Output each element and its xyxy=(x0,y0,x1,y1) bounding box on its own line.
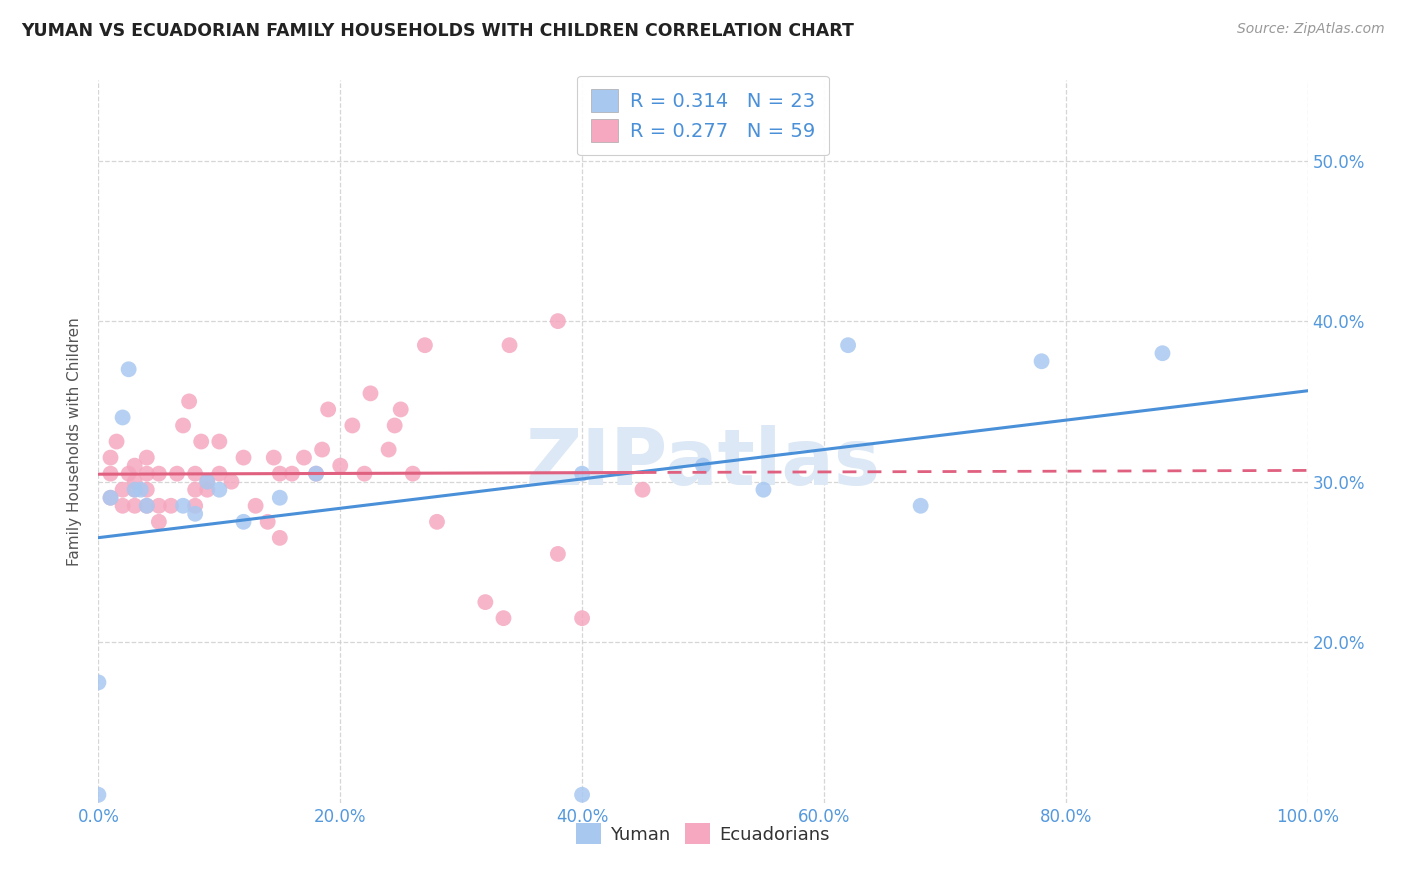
Point xyxy=(100,467,122,481)
Point xyxy=(342,418,364,433)
Point xyxy=(172,418,194,433)
Point xyxy=(148,467,170,481)
Point xyxy=(571,467,593,481)
Point xyxy=(384,418,406,433)
Point xyxy=(692,458,714,473)
Point xyxy=(269,531,291,545)
Point xyxy=(256,515,278,529)
Point xyxy=(100,491,122,505)
Point xyxy=(281,467,304,481)
Point xyxy=(100,450,122,465)
Point xyxy=(269,491,291,505)
Point xyxy=(474,595,496,609)
Point xyxy=(124,483,146,497)
Point xyxy=(292,450,315,465)
Point xyxy=(135,450,157,465)
Point xyxy=(111,410,134,425)
Point xyxy=(160,499,183,513)
Point xyxy=(184,507,207,521)
Point xyxy=(184,467,207,481)
Point xyxy=(571,788,593,802)
Point xyxy=(195,475,218,489)
Y-axis label: Family Households with Children: Family Households with Children xyxy=(67,318,83,566)
Point xyxy=(245,499,267,513)
Point xyxy=(190,434,212,449)
Point xyxy=(87,675,110,690)
Text: ZIPatlas: ZIPatlas xyxy=(526,425,880,501)
Point xyxy=(166,467,188,481)
Point xyxy=(389,402,412,417)
Point xyxy=(184,499,207,513)
Point xyxy=(208,434,231,449)
Point xyxy=(492,611,515,625)
Point xyxy=(311,442,333,457)
Point xyxy=(105,434,128,449)
Point xyxy=(377,442,399,457)
Point xyxy=(135,499,157,513)
Point xyxy=(135,499,157,513)
Point xyxy=(124,475,146,489)
Point xyxy=(208,483,231,497)
Point xyxy=(195,483,218,497)
Point xyxy=(305,467,328,481)
Point xyxy=(129,483,152,497)
Point xyxy=(752,483,775,497)
Point xyxy=(111,499,134,513)
Point xyxy=(329,458,352,473)
Point xyxy=(124,458,146,473)
Point xyxy=(208,467,231,481)
Point xyxy=(172,499,194,513)
Point xyxy=(360,386,382,401)
Point xyxy=(631,483,654,497)
Point xyxy=(305,467,328,481)
Point xyxy=(135,483,157,497)
Point xyxy=(195,475,218,489)
Text: Source: ZipAtlas.com: Source: ZipAtlas.com xyxy=(1237,22,1385,37)
Text: YUMAN VS ECUADORIAN FAMILY HOUSEHOLDS WITH CHILDREN CORRELATION CHART: YUMAN VS ECUADORIAN FAMILY HOUSEHOLDS WI… xyxy=(21,22,853,40)
Point xyxy=(353,467,375,481)
Point xyxy=(316,402,339,417)
Point xyxy=(118,467,141,481)
Point xyxy=(269,467,291,481)
Point xyxy=(118,362,141,376)
Point xyxy=(184,483,207,497)
Point xyxy=(148,499,170,513)
Point xyxy=(87,788,110,802)
Point xyxy=(498,338,520,352)
Point xyxy=(1031,354,1053,368)
Point xyxy=(571,611,593,625)
Point xyxy=(221,475,243,489)
Point xyxy=(1152,346,1174,360)
Point xyxy=(232,515,254,529)
Point xyxy=(910,499,932,513)
Point xyxy=(100,491,122,505)
Point xyxy=(402,467,425,481)
Point xyxy=(837,338,859,352)
Point xyxy=(148,515,170,529)
Point xyxy=(547,547,569,561)
Legend: Yuman, Ecuadorians: Yuman, Ecuadorians xyxy=(569,816,837,852)
Point xyxy=(426,515,449,529)
Point xyxy=(547,314,569,328)
Point xyxy=(124,499,146,513)
Point xyxy=(232,450,254,465)
Point xyxy=(135,467,157,481)
Point xyxy=(111,483,134,497)
Point xyxy=(179,394,201,409)
Point xyxy=(124,483,146,497)
Point xyxy=(413,338,436,352)
Point xyxy=(263,450,285,465)
